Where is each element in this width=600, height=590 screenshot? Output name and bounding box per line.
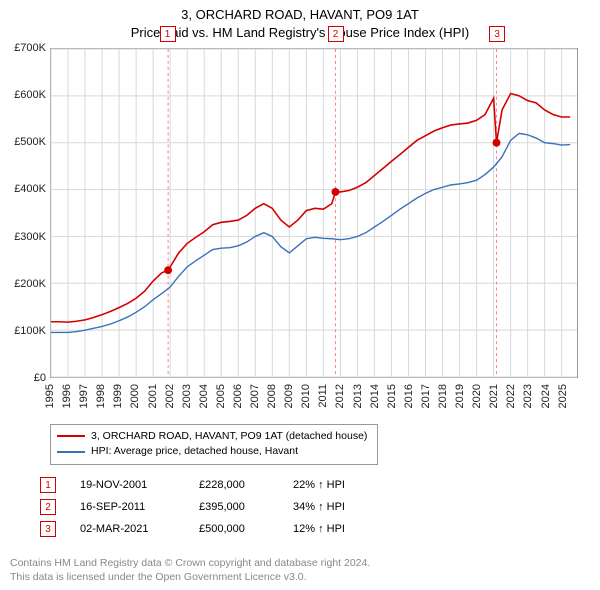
x-axis-tick-label: 2006 (232, 384, 244, 408)
y-axis-tick-label: £700K (14, 42, 46, 54)
x-axis-tick-label: 2010 (300, 384, 312, 408)
sale-row-badge: 2 (40, 499, 56, 515)
x-axis-tick-label: 2004 (198, 384, 210, 408)
y-axis-tick-label: £400K (14, 183, 46, 195)
legend-label-hpi: HPI: Average price, detached house, Hava… (91, 444, 298, 460)
copyright-line2: This data is licensed under the Open Gov… (10, 570, 370, 584)
sale-row-price: £500,000 (199, 523, 269, 535)
legend: 3, ORCHARD ROAD, HAVANT, PO9 1AT (detach… (50, 424, 378, 466)
x-axis-tick-label: 2021 (488, 384, 500, 408)
x-axis-tick-label: 2009 (283, 384, 295, 408)
x-axis-tick-label: 1996 (61, 384, 73, 408)
copyright-line1: Contains HM Land Registry data © Crown c… (10, 556, 370, 570)
copyright-notice: Contains HM Land Registry data © Crown c… (10, 556, 370, 584)
x-axis-tick-label: 2000 (129, 384, 141, 408)
sale-row: 2 16-SEP-2011 £395,000 34% ↑ HPI (40, 496, 383, 518)
x-axis-tick-label: 2019 (454, 384, 466, 408)
y-axis-tick-label: £500K (14, 136, 46, 148)
legend-item-hpi: HPI: Average price, detached house, Hava… (57, 444, 367, 460)
legend-swatch-hpi (57, 451, 85, 453)
sale-row-badge: 3 (40, 521, 56, 537)
sale-row-date: 02-MAR-2021 (80, 523, 175, 535)
sale-row-price: £395,000 (199, 501, 269, 513)
y-axis-tick-label: £200K (14, 278, 46, 290)
x-axis-tick-label: 2020 (471, 384, 483, 408)
x-axis-tick-label: 2001 (147, 384, 159, 408)
x-axis-tick-label: 2007 (249, 384, 261, 408)
sale-row: 1 19-NOV-2001 £228,000 22% ↑ HPI (40, 474, 383, 496)
x-axis-tick-label: 2003 (181, 384, 193, 408)
x-axis-tick-label: 2024 (540, 384, 552, 408)
sales-table: 1 19-NOV-2001 £228,000 22% ↑ HPI 2 16-SEP-201… (40, 474, 383, 540)
sale-marker-badge: 3 (489, 26, 505, 42)
y-axis-tick-label: £100K (14, 325, 46, 337)
x-axis-tick-label: 2014 (369, 384, 381, 408)
title-line2: Price paid vs. HM Land Registry's House … (0, 24, 600, 42)
legend-swatch-property (57, 435, 85, 437)
x-axis-tick-label: 1998 (95, 384, 107, 408)
x-axis-tick-label: 2015 (386, 384, 398, 408)
x-axis-tick-label: 2022 (505, 384, 517, 408)
chart-plot-area (50, 48, 578, 378)
x-axis-tick-label: 2013 (352, 384, 364, 408)
title-line1: 3, ORCHARD ROAD, HAVANT, PO9 1AT (0, 6, 600, 24)
sale-row-delta: 22% ↑ HPI (293, 479, 383, 491)
legend-label-property: 3, ORCHARD ROAD, HAVANT, PO9 1AT (detach… (91, 429, 367, 445)
x-axis-tick-label: 2002 (164, 384, 176, 408)
x-axis-tick-label: 2005 (215, 384, 227, 408)
legend-item-property: 3, ORCHARD ROAD, HAVANT, PO9 1AT (detach… (57, 429, 367, 445)
x-axis-tick-label: 2025 (557, 384, 569, 408)
sale-row-date: 19-NOV-2001 (80, 479, 175, 491)
sale-row-delta: 34% ↑ HPI (293, 501, 383, 513)
x-axis-tick-label: 2018 (437, 384, 449, 408)
x-axis-tick-label: 2017 (420, 384, 432, 408)
y-axis-tick-label: £300K (14, 231, 46, 243)
x-axis-tick-label: 2023 (522, 384, 534, 408)
x-axis-tick-label: 2012 (334, 384, 346, 408)
sale-row: 3 02-MAR-2021 £500,000 12% ↑ HPI (40, 518, 383, 540)
x-axis-tick-label: 1995 (44, 384, 56, 408)
sale-row-price: £228,000 (199, 479, 269, 491)
sale-row-date: 16-SEP-2011 (80, 501, 175, 513)
y-axis-tick-label: £600K (14, 89, 46, 101)
y-axis-tick-label: £0 (34, 372, 46, 384)
title-block: 3, ORCHARD ROAD, HAVANT, PO9 1AT Price p… (0, 0, 600, 42)
x-axis-tick-label: 2008 (266, 384, 278, 408)
x-axis-tick-label: 2011 (317, 384, 329, 408)
sale-row-delta: 12% ↑ HPI (293, 523, 383, 535)
x-axis-tick-label: 1999 (112, 384, 124, 408)
sale-row-badge: 1 (40, 477, 56, 493)
sale-marker-badge: 2 (328, 26, 344, 42)
price-chart-container: 3, ORCHARD ROAD, HAVANT, PO9 1AT Price p… (0, 0, 600, 590)
sale-marker-badge: 1 (160, 26, 176, 42)
x-axis-tick-label: 2016 (403, 384, 415, 408)
x-axis-tick-label: 1997 (78, 384, 90, 408)
